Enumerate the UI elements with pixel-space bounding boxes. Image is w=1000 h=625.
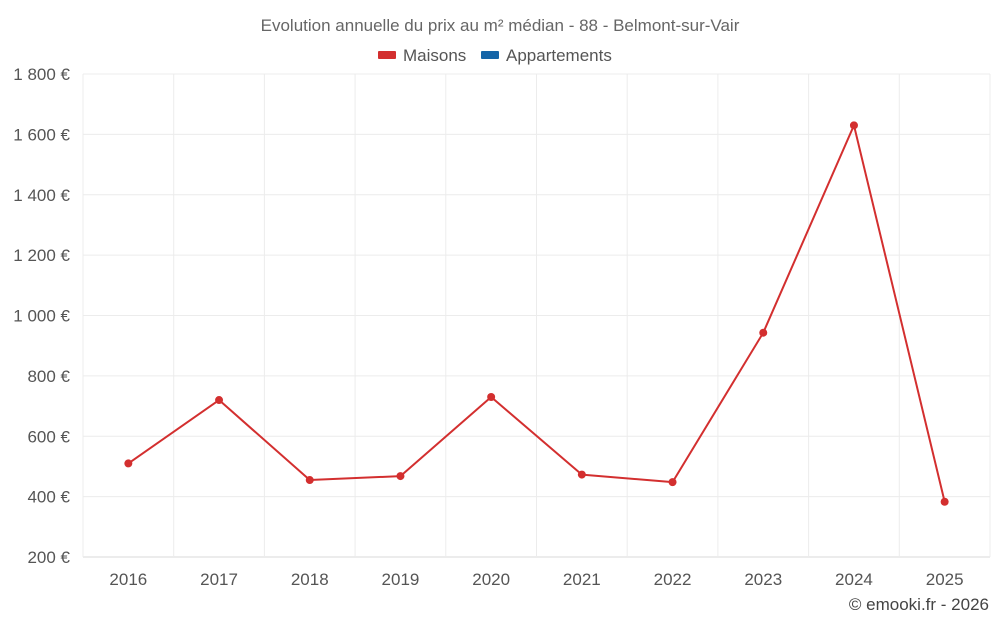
y-tick-label: 1 000 € [13, 307, 70, 326]
data-point-maisons[interactable] [124, 459, 133, 468]
data-point-maisons[interactable] [668, 478, 677, 487]
x-axis-ticks: 2016 2017 2018 2019 2020 2021 2022 2023 2024 2025 [109, 570, 963, 589]
data-point-maisons[interactable] [759, 328, 768, 337]
y-tick-label: 1 400 € [13, 186, 70, 205]
y-tick-label: 200 € [27, 548, 70, 567]
series-maisons [124, 121, 949, 506]
y-tick-label: 600 € [27, 427, 70, 446]
x-tick-label: 2025 [926, 570, 964, 589]
data-point-maisons[interactable] [487, 393, 496, 402]
data-point-maisons[interactable] [849, 121, 858, 130]
legend-label-appartements[interactable]: Appartements [506, 46, 612, 65]
data-point-maisons[interactable] [577, 470, 586, 479]
credit-text: © emooki.fr - 2026 [849, 595, 989, 614]
y-axis-ticks: 200 € 400 € 600 € 800 € 1 000 € 1 200 € 1 400 … [13, 65, 70, 567]
x-tick-label: 2019 [382, 570, 420, 589]
y-tick-label: 400 € [27, 488, 70, 507]
x-tick-label: 2024 [835, 570, 873, 589]
x-tick-label: 2021 [563, 570, 601, 589]
y-tick-label: 800 € [27, 367, 70, 386]
legend-label-maisons[interactable]: Maisons [403, 46, 466, 65]
legend-swatch-maisons[interactable] [378, 51, 396, 59]
y-tick-label: 1 200 € [13, 246, 70, 265]
x-tick-label: 2017 [200, 570, 238, 589]
x-tick-label: 2018 [291, 570, 329, 589]
gridlines [82, 73, 991, 558]
x-tick-label: 2020 [472, 570, 510, 589]
y-tick-label: 1 800 € [13, 65, 70, 84]
chart-title: Evolution annuelle du prix au m² médian … [261, 16, 740, 35]
x-tick-label: 2023 [744, 570, 782, 589]
x-tick-label: 2022 [654, 570, 692, 589]
legend: Maisons Appartements [378, 46, 612, 65]
data-point-maisons[interactable] [305, 476, 314, 485]
legend-swatch-appartements[interactable] [481, 51, 499, 59]
series-line-maisons [127, 124, 946, 502]
data-point-maisons[interactable] [215, 396, 224, 405]
x-tick-label: 2016 [109, 570, 147, 589]
data-point-maisons[interactable] [396, 472, 405, 481]
data-point-maisons[interactable] [940, 497, 949, 506]
y-tick-label: 1 600 € [13, 125, 70, 144]
